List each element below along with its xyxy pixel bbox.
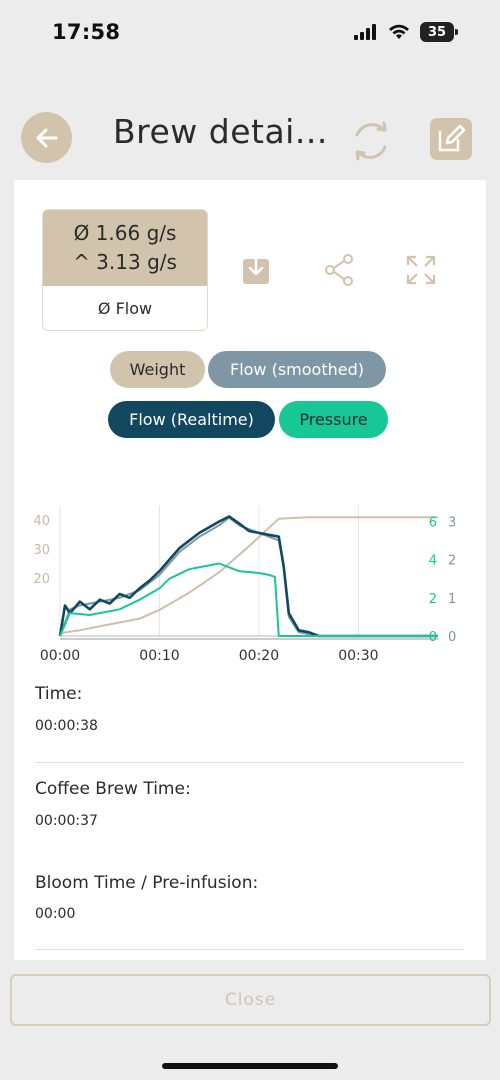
y-tick-label-weight: 20 xyxy=(33,572,50,587)
battery-icon: 35 xyxy=(420,22,458,42)
series-line-flow-smoothed xyxy=(59,516,438,637)
y-tick-label-pressure: 4 xyxy=(429,554,437,569)
flow-stats-values: Ø 1.66 g/s ^ 3.13 g/s xyxy=(43,210,207,286)
edit-button[interactable] xyxy=(430,118,472,160)
divider xyxy=(35,949,464,950)
series-line-flow-realtime xyxy=(58,515,438,638)
max-flow-value: ^ 3.13 g/s xyxy=(73,250,177,274)
y-tick-label-pressure: 2 xyxy=(429,592,437,607)
edit-icon xyxy=(438,124,466,152)
x-tick-label: 00:10 xyxy=(139,648,179,664)
status-icons: 35 xyxy=(354,22,458,42)
chip-weight[interactable]: Weight xyxy=(110,351,205,388)
x-tick-label: 00:20 xyxy=(239,648,279,664)
y-tick-label-flow: 3 xyxy=(448,515,456,530)
fullscreen-button[interactable] xyxy=(404,253,438,287)
detail-value-time: 00:00:38 xyxy=(35,718,98,734)
share-button[interactable] xyxy=(322,253,356,287)
arrow-left-icon xyxy=(36,128,57,147)
divider xyxy=(35,762,464,763)
y-tick-label-weight: 40 xyxy=(33,514,50,529)
flow-stats-box: Ø 1.66 g/s ^ 3.13 g/s Ø Flow xyxy=(42,209,208,331)
share-icon xyxy=(325,254,353,286)
download-icon xyxy=(243,256,269,284)
chip-pressure[interactable]: Pressure xyxy=(279,401,388,438)
status-time: 17:58 xyxy=(52,20,121,44)
y-tick-label-flow: 1 xyxy=(448,592,456,607)
chip-flow-realtime[interactable]: Flow (Realtime) xyxy=(108,401,275,438)
expand-icon xyxy=(406,255,436,285)
avg-flow-value: Ø 1.66 g/s xyxy=(73,221,177,245)
series-line-weight xyxy=(59,516,438,635)
detail-value-bloom-time: 00:00 xyxy=(35,906,76,922)
x-tick-label: 00:30 xyxy=(338,648,378,664)
chip-flow-smoothed[interactable]: Flow (smoothed) xyxy=(208,351,386,388)
y-tick-label-flow: 0 xyxy=(448,630,456,645)
detail-label-time: Time: xyxy=(35,684,83,704)
refresh-button[interactable] xyxy=(348,118,394,164)
detail-label-bloom-time: Bloom Time / Pre-infusion: xyxy=(35,873,259,893)
signal-icon xyxy=(354,24,376,40)
wifi-icon xyxy=(389,24,409,39)
page-title: Brew detai... xyxy=(113,112,328,151)
y-tick-label-flow: 2 xyxy=(448,554,456,569)
download-button[interactable] xyxy=(239,253,273,287)
series-line-pressure xyxy=(59,562,438,637)
detail-value-brew-time: 00:00:37 xyxy=(35,813,98,829)
y-tick-label-weight: 30 xyxy=(33,543,50,558)
y-tick-label-pressure: 0 xyxy=(429,630,437,645)
close-button[interactable]: Close xyxy=(10,974,491,1026)
detail-label-brew-time: Coffee Brew Time: xyxy=(35,779,191,799)
y-tick-label-pressure: 6 xyxy=(429,515,437,530)
back-button[interactable] xyxy=(21,112,72,163)
home-indicator xyxy=(162,1063,338,1069)
x-tick-label: 00:00 xyxy=(40,648,80,664)
refresh-icon xyxy=(355,121,387,161)
flow-stats-label: Ø Flow xyxy=(97,298,153,318)
